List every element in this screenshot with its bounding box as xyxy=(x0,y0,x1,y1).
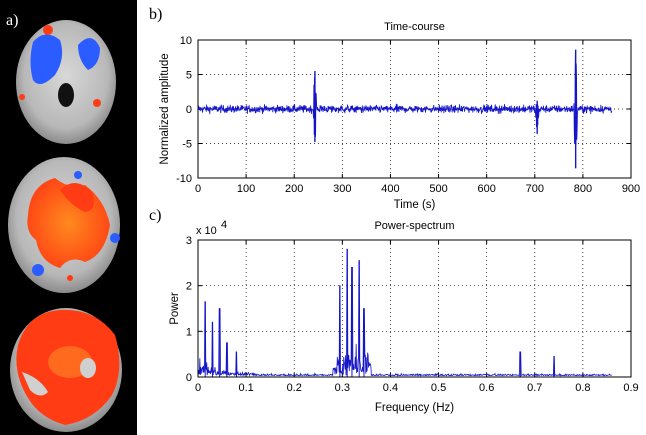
x-tick-label: 0.8 xyxy=(575,382,590,394)
x-tick-label: 0 xyxy=(195,382,201,394)
x-tick-label: 600 xyxy=(477,183,495,195)
y-tick-label: 0 xyxy=(186,104,192,116)
brain-slices xyxy=(8,20,122,432)
x-axis-label: Frequency (Hz) xyxy=(375,402,454,414)
y-axis-label: Normalized amplitude xyxy=(159,53,171,164)
x-tick-label: 0.6 xyxy=(479,382,494,394)
x-tick-label: 300 xyxy=(333,183,351,195)
x-tick-label: 0.3 xyxy=(335,382,350,394)
brain-slice-middle xyxy=(8,157,120,293)
x-tick-label: 0.5 xyxy=(431,382,446,394)
y-axis-label: Power xyxy=(169,292,181,325)
y-tick-label: 3 xyxy=(186,235,192,247)
y-tick-label: 1 xyxy=(186,326,192,338)
brain-slice-bottom xyxy=(10,308,122,432)
power-spectrum-line xyxy=(197,248,612,377)
x-tick-label: 0 xyxy=(195,183,201,195)
time-course-line xyxy=(197,52,613,145)
y-tick-label: -5 xyxy=(182,139,192,151)
x-tick-label: 900 xyxy=(622,183,640,195)
plot-frame xyxy=(197,39,632,179)
chart-title: Time-course xyxy=(384,21,445,33)
y-tick-label: 5 xyxy=(186,70,192,82)
power-spectrum-plot: 0 0.1 0.2 0.3 0.4 0.5 0.6 0.7 0.8 0.9 3 2 1 0 Power-sp… xyxy=(169,219,639,414)
y-exponent: 4 xyxy=(221,219,227,231)
x-tick-label: 0.9 xyxy=(623,382,638,394)
y-tick-label: 0 xyxy=(186,372,192,384)
plot-area xyxy=(198,240,631,377)
x-tick-label: 400 xyxy=(381,183,399,195)
panel-label-a: a) xyxy=(6,12,19,29)
brain-slice-top xyxy=(16,20,116,144)
time-course-plot: 0 100 200 300 400 500 600 700 800 900 10 5 0 -5 -10 Tim… xyxy=(159,21,640,211)
x-tick-label: 200 xyxy=(285,183,303,195)
panel-label-b: b) xyxy=(149,6,163,23)
x-tick-label: 0.2 xyxy=(287,382,302,394)
x-tick-label: 800 xyxy=(574,183,592,195)
x-tick-label: 100 xyxy=(237,183,255,195)
plot-frame xyxy=(197,239,632,378)
y-tick-label: -10 xyxy=(176,173,192,185)
y-multiplier: x 10 xyxy=(196,225,217,237)
x-tick-label: 700 xyxy=(526,183,544,195)
x-tick-label: 0.1 xyxy=(238,382,253,394)
chart-title: Power-spectrum xyxy=(374,220,454,232)
y-tick-label: 10 xyxy=(180,35,192,47)
x-tick-label: 0.7 xyxy=(527,382,542,394)
x-tick-label: 500 xyxy=(429,183,447,195)
panel-label-c: c) xyxy=(149,207,162,224)
x-tick-label: 0.4 xyxy=(383,382,398,394)
x-axis-label: Time (s) xyxy=(394,199,436,211)
y-tick-label: 2 xyxy=(186,281,192,293)
